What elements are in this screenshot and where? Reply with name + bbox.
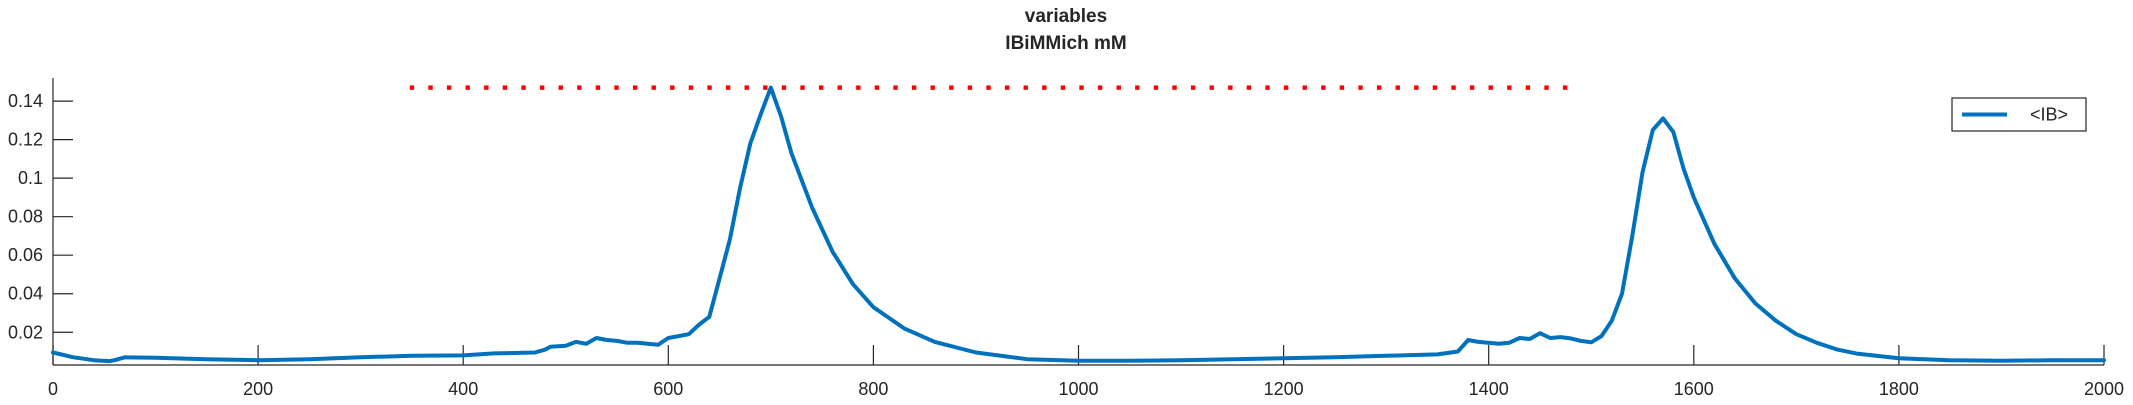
threshold-dot <box>800 85 805 90</box>
y-tick-label: 0.14 <box>8 91 43 111</box>
threshold-dot <box>986 85 991 90</box>
threshold-dot <box>465 85 470 90</box>
series-line-ib <box>51 85 2106 364</box>
y-tick-label: 0.08 <box>8 207 43 227</box>
threshold-dot <box>1525 85 1531 90</box>
threshold-dot <box>1116 85 1121 90</box>
threshold-dot <box>428 85 433 90</box>
x-tick-label: 2000 <box>2084 379 2124 399</box>
threshold-dot <box>1246 85 1252 90</box>
threshold-dot <box>725 85 731 90</box>
legend: <IB> <box>1951 97 2087 132</box>
threshold-dot <box>1023 85 1028 90</box>
threshold-dot <box>614 85 619 90</box>
threshold-dot <box>632 85 638 90</box>
threshold-dot <box>1042 85 1047 90</box>
x-tick-label: 200 <box>243 379 273 399</box>
threshold-dot <box>1079 85 1084 90</box>
threshold-dot <box>1414 85 1419 90</box>
x-tick-label: 800 <box>858 379 888 399</box>
threshold-dot <box>1060 85 1066 90</box>
threshold-dot <box>874 85 880 90</box>
series-lines <box>51 85 2106 364</box>
threshold-dot <box>911 85 917 90</box>
threshold-dot <box>781 85 787 90</box>
threshold-dot <box>1302 85 1307 90</box>
threshold-dot <box>558 85 563 90</box>
x-tick-label: 0 <box>48 379 58 399</box>
y-tick-label: 0.06 <box>8 245 43 265</box>
x-tick-label: 1200 <box>1264 379 1304 399</box>
threshold-dot <box>1562 85 1568 90</box>
threshold-dot <box>930 85 935 90</box>
threshold-dot <box>1265 85 1270 90</box>
threshold-dot <box>1395 85 1400 90</box>
chart-subtitle: IBiMMich mM <box>1005 33 1126 54</box>
threshold-dot <box>484 85 489 90</box>
threshold-dot <box>1153 85 1159 90</box>
threshold-dot <box>1339 85 1345 90</box>
y-tick-label: 0.04 <box>8 284 43 304</box>
threshold-dot <box>967 85 973 90</box>
threshold-dot <box>502 85 508 90</box>
x-tick-label: 1600 <box>1674 379 1714 399</box>
threshold-dot <box>707 85 712 90</box>
threshold-dot <box>1432 85 1438 90</box>
tick-labels: 0 200 400 600 800 1000 1200 1400 1600 1800 2000 0.0… <box>8 91 2124 399</box>
chart-title: variables <box>1025 6 1107 27</box>
threshold-dot <box>409 85 415 90</box>
threshold-dot <box>949 85 954 90</box>
threshold-dot <box>670 85 675 90</box>
threshold-dot <box>539 85 545 90</box>
threshold-dot <box>1283 85 1289 90</box>
threshold-dot <box>1004 85 1010 90</box>
threshold-dot <box>1097 85 1103 90</box>
threshold-dot <box>1190 85 1196 90</box>
threshold-dot <box>1135 85 1140 90</box>
x-tick-label: 400 <box>448 379 478 399</box>
threshold-dot <box>688 85 694 90</box>
threshold-dot <box>1172 85 1177 90</box>
threshold-dot <box>818 85 824 90</box>
x-tick-label: 600 <box>653 379 683 399</box>
threshold-dot <box>595 85 601 90</box>
threshold-dot <box>1209 85 1214 90</box>
y-tick-label: 0.12 <box>8 130 43 150</box>
threshold-dot <box>1228 85 1233 90</box>
threshold-dot <box>1544 85 1549 90</box>
y-tick-label: 0.02 <box>8 322 43 342</box>
axes <box>52 78 2104 366</box>
threshold-dot <box>1469 85 1475 90</box>
x-tick-label: 1400 <box>1469 379 1509 399</box>
y-tick-label: 0.1 <box>18 168 43 188</box>
threshold-dot <box>1451 85 1456 90</box>
threshold-dot <box>651 85 656 90</box>
threshold-dot <box>763 85 768 90</box>
legend-label: <IB> <box>2030 105 2068 125</box>
threshold-dot <box>856 85 861 90</box>
x-tick-label: 1800 <box>1879 379 1919 399</box>
threshold-dot <box>744 85 749 90</box>
threshold-dot <box>521 85 526 90</box>
threshold-dot <box>1507 85 1512 90</box>
threshold-dot <box>1376 85 1382 90</box>
threshold-dot <box>837 85 842 90</box>
threshold-dot <box>893 85 898 90</box>
tick-marks <box>52 100 2105 365</box>
threshold-dot <box>446 85 452 90</box>
threshold-dot <box>1358 85 1363 90</box>
threshold-dot <box>1488 85 1493 90</box>
x-tick-label: 1000 <box>1058 379 1098 399</box>
threshold-dot <box>577 85 582 90</box>
threshold-dot <box>1321 85 1326 90</box>
